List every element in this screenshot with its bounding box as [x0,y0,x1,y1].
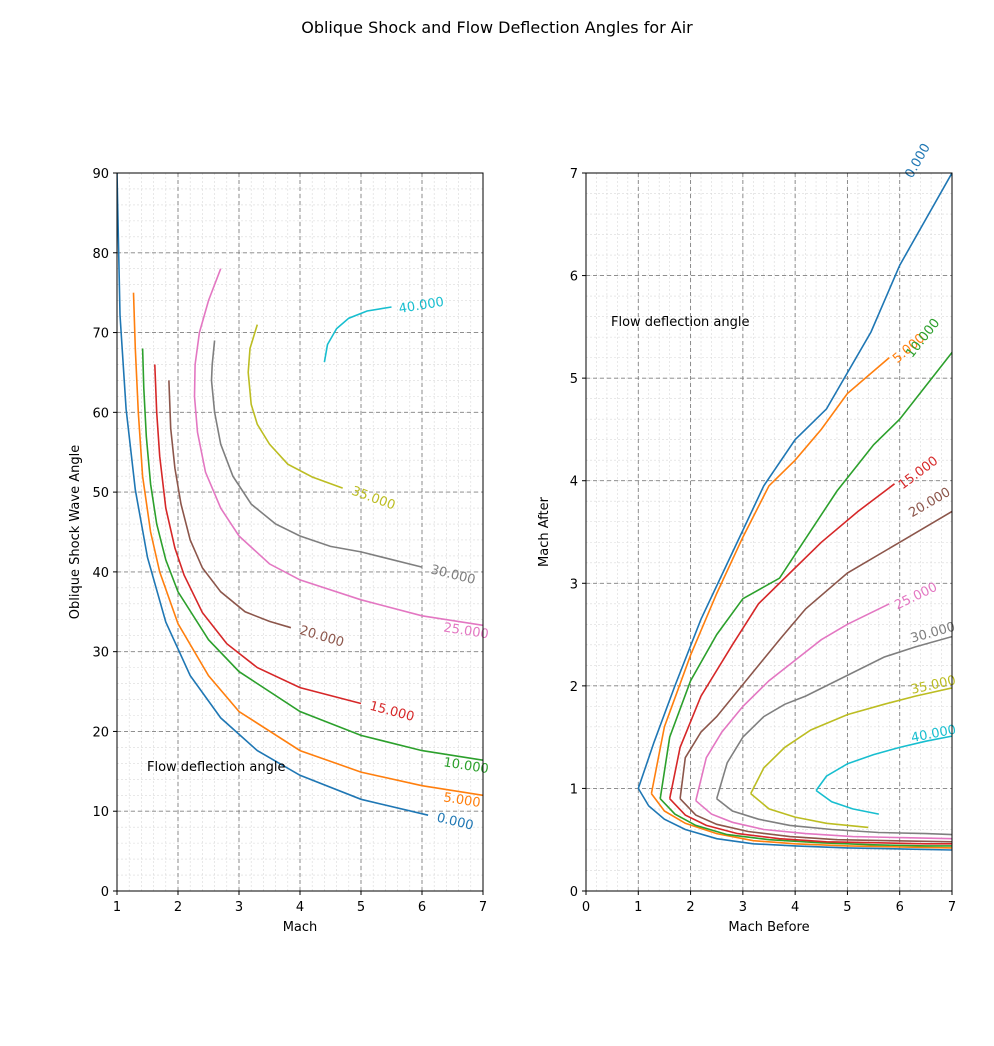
contour-line-lower [679,798,952,843]
contour-label-30.000: 30.000 [429,562,477,588]
contour-line-lower [716,798,952,836]
y-tick-label: 90 [92,167,109,182]
y-tick-label: 4 [570,475,578,490]
contour-line-30.000 [715,635,952,799]
contour-label-40.000: 40.000 [398,295,445,317]
x-tick-label: 1 [634,900,642,915]
contour-line-lower [637,787,952,851]
major-grid [585,172,953,892]
contour-line-5.000 [132,292,483,797]
x-tick-label: 2 [686,900,694,915]
contour-label-25.000: 25.000 [892,580,939,613]
contour-label-0.000: 0.000 [902,141,933,181]
y-tick-label: 6 [570,270,578,285]
x-tick-label: 4 [791,900,799,915]
contour-line-lower [669,798,952,845]
y-tick-label: 20 [92,725,109,740]
contour-label-15.000: 15.000 [368,699,416,725]
y-tick-label: 40 [92,566,109,581]
contour-line-20.000 [679,510,952,799]
axes-frame [585,172,953,892]
y-tick-label: 2 [570,680,578,695]
flow-deflection-annotation: Flow deflection angle [611,315,750,330]
contour-line-10.000 [659,352,952,799]
figure-title: Oblique Shock and Flow Deflection Angles… [301,18,693,37]
y-tick-label: 1 [570,782,578,797]
x-tick-label: 0 [582,900,590,915]
x-tick-label: 2 [174,900,182,915]
y-axis-label: Mach After [537,496,552,567]
y-axis-label: Oblique Shock Wave Angle [68,445,83,619]
minor-grid [585,172,953,892]
y-tick-label: 60 [92,406,109,421]
y-tick-label: 50 [92,486,109,501]
contour-line-10.000 [141,348,483,761]
x-tick-label: 5 [843,900,851,915]
contour-label-10.000: 10.000 [442,755,489,777]
y-tick-label: 3 [570,577,578,592]
contour-line-lower [650,793,952,849]
y-tick-label: 7 [570,167,578,182]
contour-line-lower [815,789,879,815]
contour-label-5.000: 5.000 [442,790,481,811]
contour-line-5.000 [650,356,890,794]
x-tick-label: 6 [418,900,426,915]
y-tick-label: 30 [92,646,109,661]
contour-line-0.000 [637,173,952,789]
contour-label-25.000: 25.000 [442,620,489,642]
contour-line-20.000 [168,380,292,629]
contour-label-15.000: 15.000 [896,454,941,493]
tick-group: 0 1 2 3 4 5 6 7 0 1 2 3 4 5 6 7 [570,167,956,915]
y-tick-label: 0 [570,885,578,900]
x-tick-label: 6 [896,900,904,915]
y-tick-label: 5 [570,372,578,387]
x-tick-label: 1 [113,900,121,915]
contour-line-35.000 [247,324,343,489]
flow-deflection-annotation: Flow deflection angle [147,760,286,775]
contour-line-35.000 [749,687,952,794]
x-tick-label: 3 [235,900,243,915]
contour-label-35.000: 35.000 [910,673,958,698]
contour-line-30.000 [210,340,423,568]
y-tick-label: 10 [92,805,109,820]
contour-label-40.000: 40.000 [910,723,958,746]
contour-line-lower [695,800,952,840]
contour-label-20.000: 20.000 [298,623,346,650]
contour-line-40.000 [815,735,952,791]
x-axis-label: Mach Before [728,920,809,935]
contour-line-25.000 [695,603,890,801]
x-tick-label: 7 [479,900,487,915]
x-tick-label: 7 [948,900,956,915]
x-tick-label: 3 [739,900,747,915]
right-chart-panel: 0.0005.00010.00015.00020.00025.00030.000… [537,141,957,935]
contour-label-0.000: 0.000 [435,811,475,834]
y-tick-label: 80 [92,247,109,262]
x-axis-label: Mach [283,920,318,935]
x-tick-label: 5 [357,900,365,915]
contour-labels: 0.0005.00010.00015.00020.00025.00030.000… [890,141,957,746]
contour-line-15.000 [154,364,362,705]
contour-line-25.000 [193,268,483,627]
contour-line-lower [659,798,952,847]
y-tick-label: 70 [92,327,109,342]
contour-line-lower [750,792,869,829]
contour-line-40.000 [323,306,392,363]
y-tick-label: 0 [101,885,109,900]
contour-line-0.000 [117,173,429,816]
x-tick-label: 4 [296,900,304,915]
contour-line-15.000 [668,483,895,799]
contour-lines [117,173,483,816]
contour-lines [637,173,952,851]
